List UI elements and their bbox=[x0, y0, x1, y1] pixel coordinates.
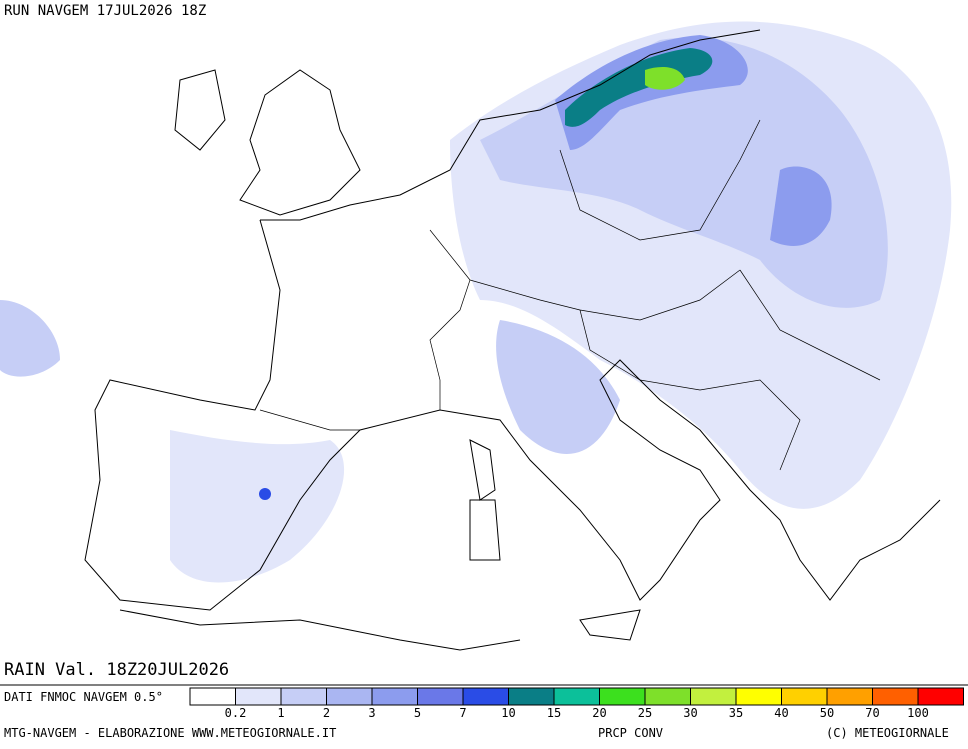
colorbar-label: 100 bbox=[907, 706, 929, 720]
colorbar-label: 50 bbox=[820, 706, 834, 720]
colorbar-swatch bbox=[917, 687, 964, 706]
colorbar-label: 5 bbox=[414, 706, 421, 720]
colorbar-swatch bbox=[417, 687, 464, 706]
colorbar: 0.2 1 2 3 5 7 10 15 20 25 30 35 40 50 70 100 bbox=[189, 687, 964, 720]
product: PRCP CONV bbox=[598, 726, 663, 740]
colorbar-swatch bbox=[462, 687, 509, 706]
colorbar-swatch bbox=[189, 687, 236, 706]
rain-area-east bbox=[770, 166, 832, 246]
colorbar-label: 1 bbox=[277, 706, 284, 720]
run-title: RUN NAVGEM 17JUL2026 18Z bbox=[4, 3, 206, 19]
colorbar-swatch bbox=[872, 687, 919, 706]
rain-spot bbox=[259, 488, 271, 500]
colorbar-label: 3 bbox=[368, 706, 375, 720]
colorbar-label: 10 bbox=[501, 706, 515, 720]
colorbar-label: 30 bbox=[683, 706, 697, 720]
colorbar-label: 25 bbox=[638, 706, 652, 720]
colorbar-swatch bbox=[735, 687, 782, 706]
colorbar-label: 2 bbox=[323, 706, 330, 720]
colorbar-swatch bbox=[644, 687, 691, 706]
precip-fields bbox=[0, 21, 952, 583]
rain-area-4 bbox=[565, 48, 713, 127]
rain-area-atlantic bbox=[0, 300, 60, 377]
colorbar-label: 35 bbox=[729, 706, 743, 720]
colorbar-swatch bbox=[553, 687, 600, 706]
colorbar-swatch bbox=[371, 687, 418, 706]
coastlines bbox=[84, 29, 941, 651]
valid-time: RAIN Val. 18Z20JUL2026 bbox=[4, 660, 229, 680]
credit: MTG-NAVGEM - ELABORAZIONE WWW.METEOGIORN… bbox=[4, 726, 336, 740]
data-source: DATI FNMOC NAVGEM 0.5° bbox=[4, 690, 163, 704]
colorbar-label: 40 bbox=[774, 706, 788, 720]
colorbar-swatch bbox=[508, 687, 555, 706]
colorbar-swatch bbox=[326, 687, 373, 706]
colorbar-swatch bbox=[280, 687, 327, 706]
colorbar-label: 7 bbox=[459, 706, 466, 720]
colorbar-label: 70 bbox=[865, 706, 879, 720]
rain-area-spain bbox=[170, 430, 345, 583]
rain-area-5 bbox=[645, 67, 685, 90]
copyright: (C) METEOGIORNALE bbox=[826, 726, 949, 740]
colorbar-label: 0.2 bbox=[225, 706, 247, 720]
borders bbox=[259, 119, 881, 471]
colorbar-swatch bbox=[781, 687, 828, 706]
colorbar-swatch bbox=[235, 687, 282, 706]
rain-area-italy bbox=[496, 320, 620, 454]
colorbar-label: 15 bbox=[547, 706, 561, 720]
colorbar-swatch bbox=[690, 687, 737, 706]
colorbar-label: 20 bbox=[592, 706, 606, 720]
colorbar-swatch bbox=[599, 687, 646, 706]
colorbar-swatch bbox=[826, 687, 873, 706]
